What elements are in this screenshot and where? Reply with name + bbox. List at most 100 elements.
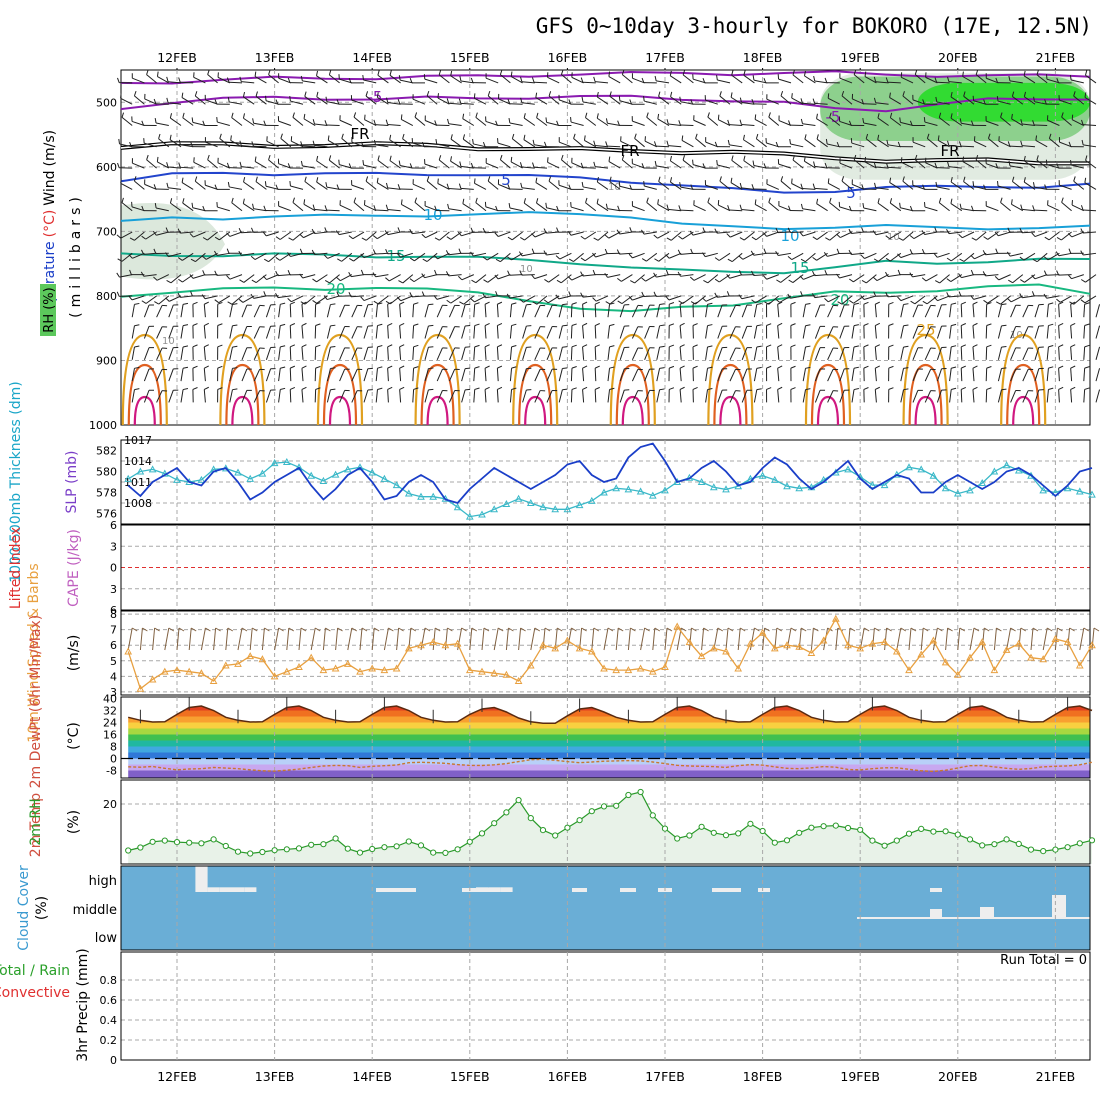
wind-barb (607, 146, 620, 147)
wind-barb (571, 368, 572, 381)
wind-barb (290, 368, 291, 381)
rh2m-marker (467, 839, 472, 844)
wind-barb (961, 326, 962, 339)
rh2m-marker (870, 838, 875, 843)
rh2m-marker (455, 847, 460, 852)
wind-barb (229, 168, 242, 169)
wind-barb (595, 304, 596, 317)
top-date-label: 14FEB (352, 50, 392, 65)
wind-barb-flag (900, 117, 901, 122)
wind10m-tick-label: 7 (110, 624, 117, 637)
precip-run-total: Run Total = 0 (1000, 953, 1087, 968)
rh2m-marker (321, 842, 326, 847)
wind-barb-flag (619, 96, 620, 101)
wind-barb (375, 253, 388, 254)
wind10m-tick-label: 6 (110, 639, 117, 652)
precip-tick-label: 0 (110, 1054, 117, 1067)
wind-barb (583, 82, 596, 83)
wind-barb (1059, 275, 1072, 276)
wind-barb (290, 326, 291, 339)
bottom-date-label: 21FEB (1036, 1069, 1076, 1084)
wind-barb (327, 210, 340, 211)
rh2m-marker (638, 789, 643, 794)
bottom-date-label: 18FEB (743, 1069, 783, 1084)
wind-barb (961, 304, 962, 317)
wind-barb (656, 296, 669, 297)
wind-barb (961, 368, 962, 381)
rh2m-marker (845, 825, 850, 830)
rh2m-marker (748, 821, 753, 826)
cloud-cover-unit: (%) (34, 896, 50, 920)
pressure-axis-label: (millibars) (68, 192, 84, 318)
rh2m-marker (345, 846, 350, 851)
wind-barb-flag (997, 96, 998, 101)
wind-barb-flag (924, 117, 925, 122)
rh2m-marker (797, 830, 802, 835)
wind-barb (375, 210, 388, 211)
rh2m-marker (174, 840, 179, 845)
rh2m-marker (370, 846, 375, 851)
slp-tick-label: 1008 (124, 497, 152, 510)
rh2m-marker (723, 833, 728, 838)
wind-barb (1010, 146, 1023, 147)
rh2m-marker (967, 837, 972, 842)
rh2m-marker (882, 843, 887, 848)
wind-barb-flag (330, 368, 335, 369)
wind-barb-flag (973, 96, 974, 101)
rh2m-marker (443, 850, 448, 855)
pressure-tick-label: 500 (96, 96, 117, 109)
rh2m-marker (1028, 847, 1033, 852)
rh2m-unit: (%) (66, 810, 82, 834)
wind-barb-flag (401, 199, 402, 204)
rh2m-marker (858, 827, 863, 832)
wind-barb (583, 168, 596, 169)
cloud-cover-ylabel: Cloud Cover (16, 865, 32, 951)
rh2m-marker (479, 831, 484, 836)
temp-band (121, 753, 1090, 759)
rh2m-marker (1089, 838, 1094, 843)
rh2m-marker (992, 842, 997, 847)
rh2m-marker (650, 813, 655, 818)
rh2m-marker (418, 843, 423, 848)
wind-barb-flag (192, 203, 193, 208)
wind-barb-flag (363, 160, 364, 165)
wind-barb (656, 146, 669, 147)
temp-band (121, 747, 1090, 753)
rh2m-marker (1016, 841, 1021, 846)
wind-barb (571, 326, 572, 339)
wind-barb-flag (619, 181, 620, 186)
rh2m-marker (699, 824, 704, 829)
wind-barb-flag (330, 346, 335, 347)
top-date-label: 20FEB (938, 50, 978, 65)
temp-band (121, 729, 1090, 735)
rh2m-marker (516, 798, 521, 803)
wind-barb-flag (255, 72, 256, 77)
wind-barb-flag (330, 325, 335, 326)
wind-barb-flag (562, 304, 567, 305)
wind-barb-flag (121, 178, 122, 183)
precip-legend-total: Total / Rain (0, 963, 70, 979)
rh2m-marker (589, 809, 594, 814)
wind-barb-flag (265, 181, 266, 186)
rh2m-marker (906, 831, 911, 836)
wind-barb-flag (330, 304, 335, 305)
rh2m-marker (187, 840, 192, 845)
rh2m-marker (1004, 837, 1009, 842)
rh2m-marker (284, 847, 289, 852)
wind-barb-flag (438, 93, 439, 98)
wind-barb (571, 304, 572, 317)
wind-barb-flag (644, 181, 645, 186)
wind-barb-flag (755, 114, 756, 119)
cloud-high-bar (195, 866, 207, 892)
wind-barb (253, 146, 266, 147)
bottom-date-label: 16FEB (548, 1069, 588, 1084)
rh2m-marker (528, 816, 533, 821)
wind-barb (1034, 210, 1047, 211)
wind-barb-flag (474, 178, 475, 183)
cloud-middle-bar (1052, 895, 1066, 919)
temp-band (121, 771, 1090, 779)
pressure-tick-label: 700 (96, 225, 117, 238)
wind-barb-flag (157, 72, 158, 77)
